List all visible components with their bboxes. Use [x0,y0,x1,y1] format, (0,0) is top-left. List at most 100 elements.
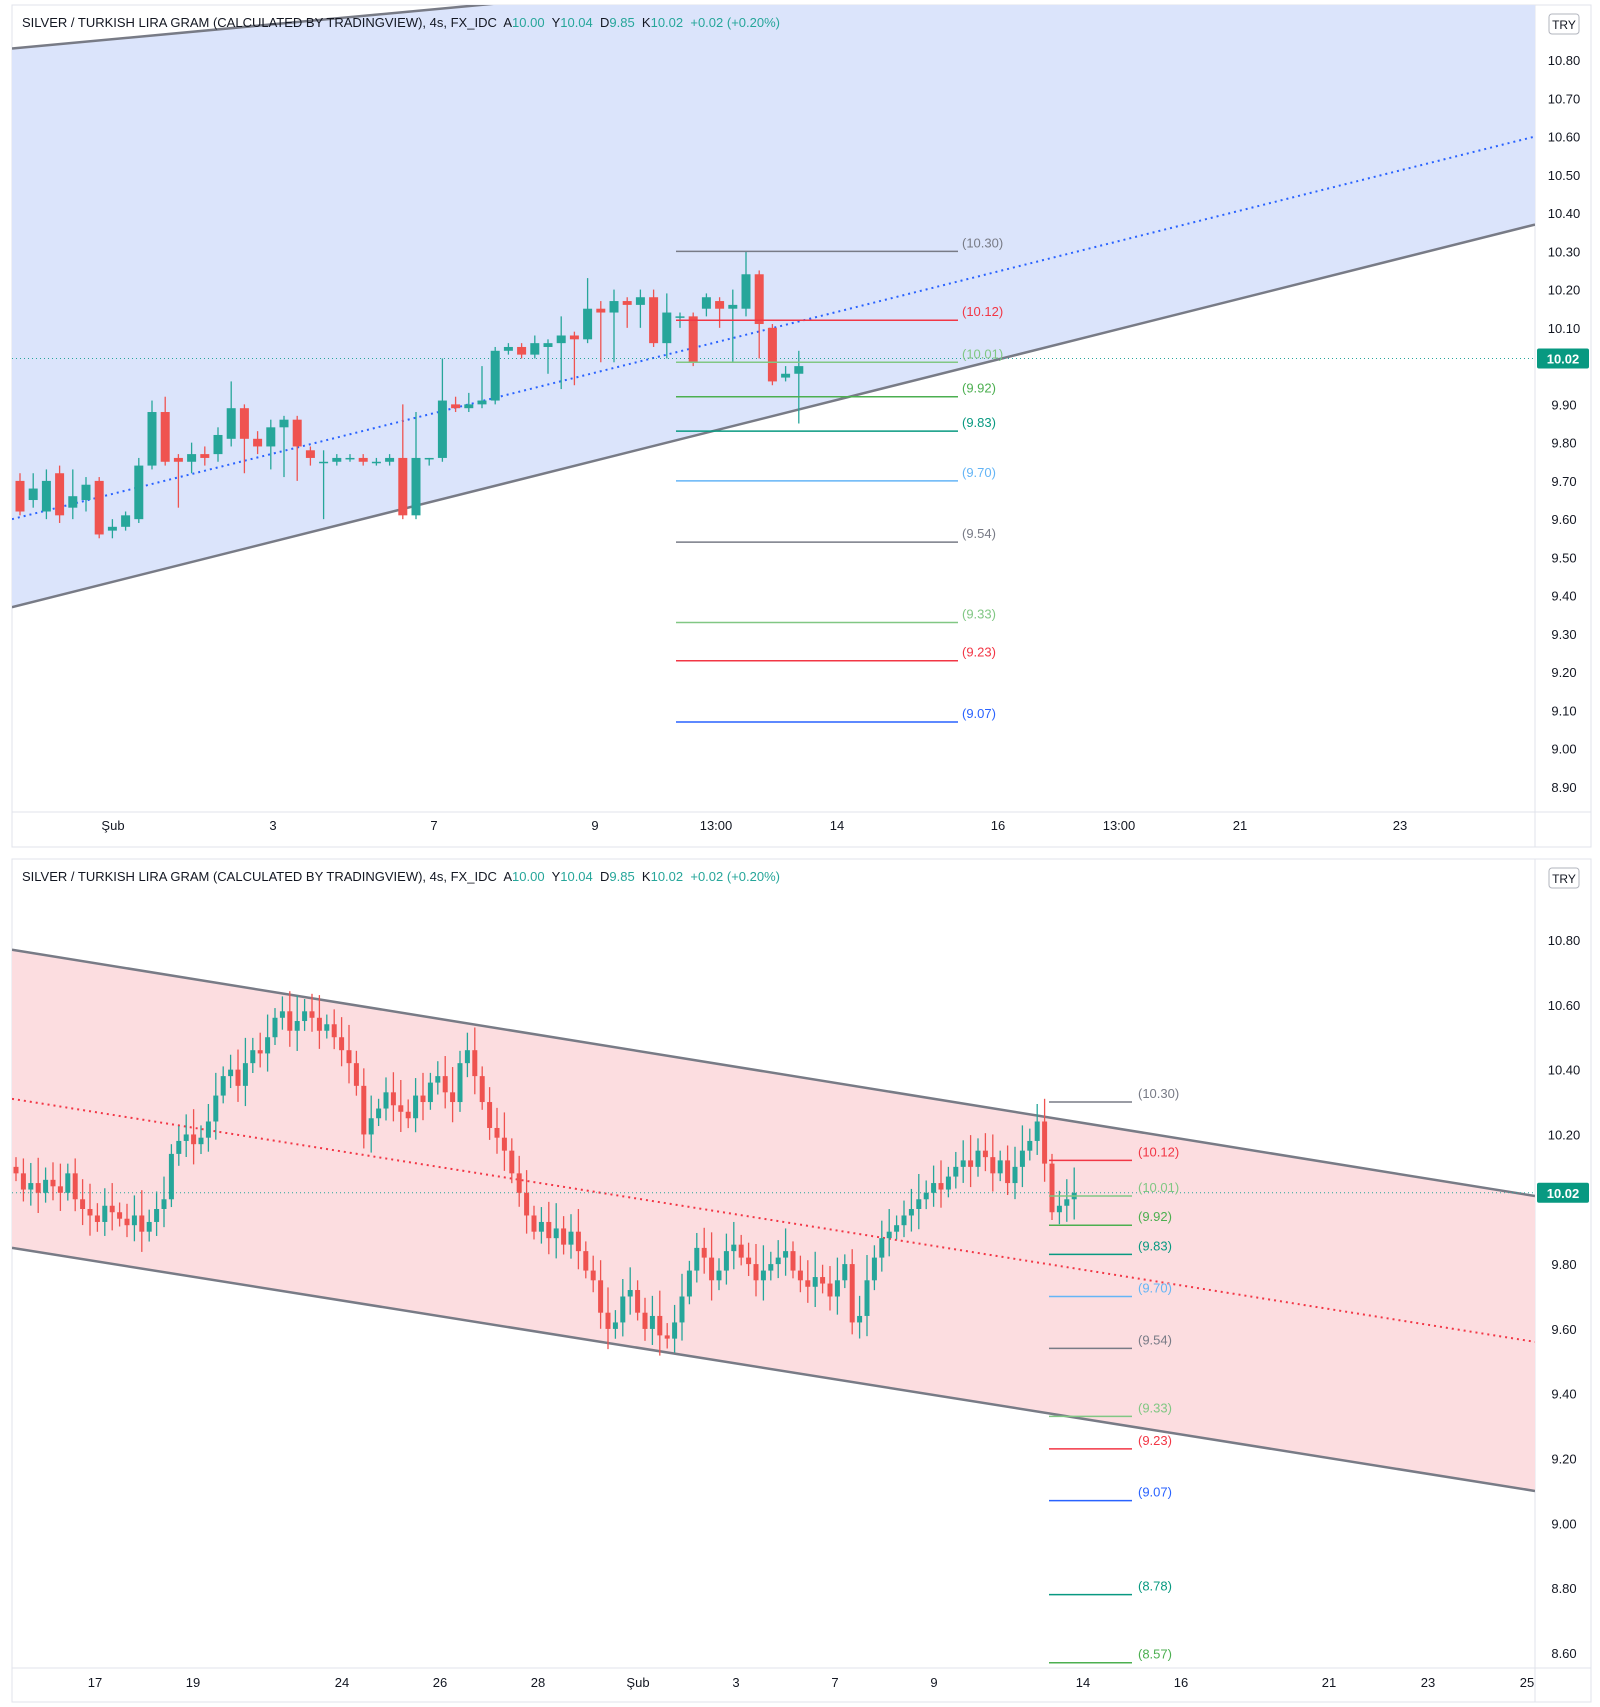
level-label: (10.01) [1138,1180,1179,1195]
level-label: (9.33) [1138,1400,1172,1415]
candle [916,1173,922,1230]
candle [220,1066,226,1104]
x-tick-label: 24 [335,1675,349,1690]
candle-body [266,427,276,447]
low-value: 9.85 [609,869,642,884]
y-tick-label: 9.60 [1551,1322,1576,1337]
open-value: 10.00 [512,15,552,30]
candle-body [583,308,593,340]
candle-body [437,400,447,458]
candle-body [728,304,738,309]
candle [590,1255,596,1293]
candle-body [305,450,315,458]
level-label: (9.92) [1138,1209,1172,1224]
candle [272,1008,278,1046]
symbol-title: SILVER / TURKISH LIRA GRAM (CALCULATED B… [22,869,503,884]
candle-body [442,1076,448,1093]
candle-body [147,412,157,466]
y-tick-label: 10.50 [1548,168,1581,183]
candle-body [694,1247,700,1271]
candle [376,1098,382,1127]
candle [41,469,51,520]
candle [686,1260,692,1305]
candle-body [561,1228,567,1245]
candle-body [57,1186,63,1193]
candle [738,1234,744,1266]
candle [361,1068,367,1149]
candle [385,454,395,466]
candle [503,343,513,355]
candle [543,339,553,374]
y-tick-label: 9.40 [1551,1387,1576,1402]
candle-body [531,1215,537,1232]
candle-body [731,1244,737,1252]
candle-body [503,346,513,351]
candle [20,1158,26,1202]
open-label: A [503,869,512,884]
candle [109,1183,115,1231]
candles [15,251,804,539]
candle-body [1042,1121,1048,1164]
candle-body [294,1021,300,1031]
candle-body [1064,1199,1070,1206]
candle-body [767,327,777,382]
candle-body [879,1238,885,1258]
level-label: (8.57) [1138,1647,1172,1662]
candle-body [642,1312,648,1329]
candle-body [834,1280,840,1297]
candle-body [68,496,78,508]
candle [620,1278,626,1337]
candle [649,289,659,347]
candle-body [235,1069,241,1086]
candle [509,1138,515,1184]
x-tick-label: 16 [991,818,1005,833]
y-tick-label: 9.20 [1551,665,1576,680]
candle-body [287,1011,293,1031]
candle-body [530,343,540,355]
candle-body [41,480,51,512]
candle-body [953,1166,959,1177]
candle-body [754,274,764,325]
candle-body [154,1208,160,1222]
chart-header: SILVER / TURKISH LIRA GRAM (CALCULATED B… [22,869,780,884]
candle [1034,1103,1040,1155]
candle-body [279,1011,285,1018]
candle-body [228,1069,234,1077]
level-label: (9.92) [962,381,996,396]
last-price-badge [1537,1182,1589,1203]
candle-body [575,1231,581,1252]
candle-body [635,1290,641,1313]
candle-body [279,419,289,428]
candle-body [664,1335,670,1339]
candle-body [302,1011,308,1022]
x-tick-label: 3 [732,1675,739,1690]
candle-body [398,1105,404,1112]
y-tick-label: 10.20 [1548,1127,1581,1142]
candle-body [686,1270,692,1297]
candle [146,1209,152,1242]
level-label: (9.23) [1138,1433,1172,1448]
y-tick-label: 9.20 [1551,1452,1576,1467]
candle [398,404,408,520]
candle-body [553,1228,559,1239]
candle-body [353,1063,359,1086]
x-tick-label: Şub [101,818,124,833]
candle-body [324,1024,330,1031]
candle-body [701,297,711,309]
currency-label: TRY [1552,872,1576,886]
candle [879,1220,885,1272]
candle [450,1067,456,1123]
candle-body [1034,1121,1040,1141]
candle-body [627,1290,633,1297]
candle-body [1027,1140,1033,1151]
candle [864,1255,870,1337]
candle [494,1107,500,1154]
candle-body [741,274,751,309]
candle-body [916,1199,922,1209]
level-label: (9.07) [962,706,996,721]
candle [701,1227,707,1274]
last-price-label: 10.02 [1547,1186,1580,1201]
candle [213,1072,219,1140]
candle [65,1163,71,1201]
candle [790,1241,796,1279]
